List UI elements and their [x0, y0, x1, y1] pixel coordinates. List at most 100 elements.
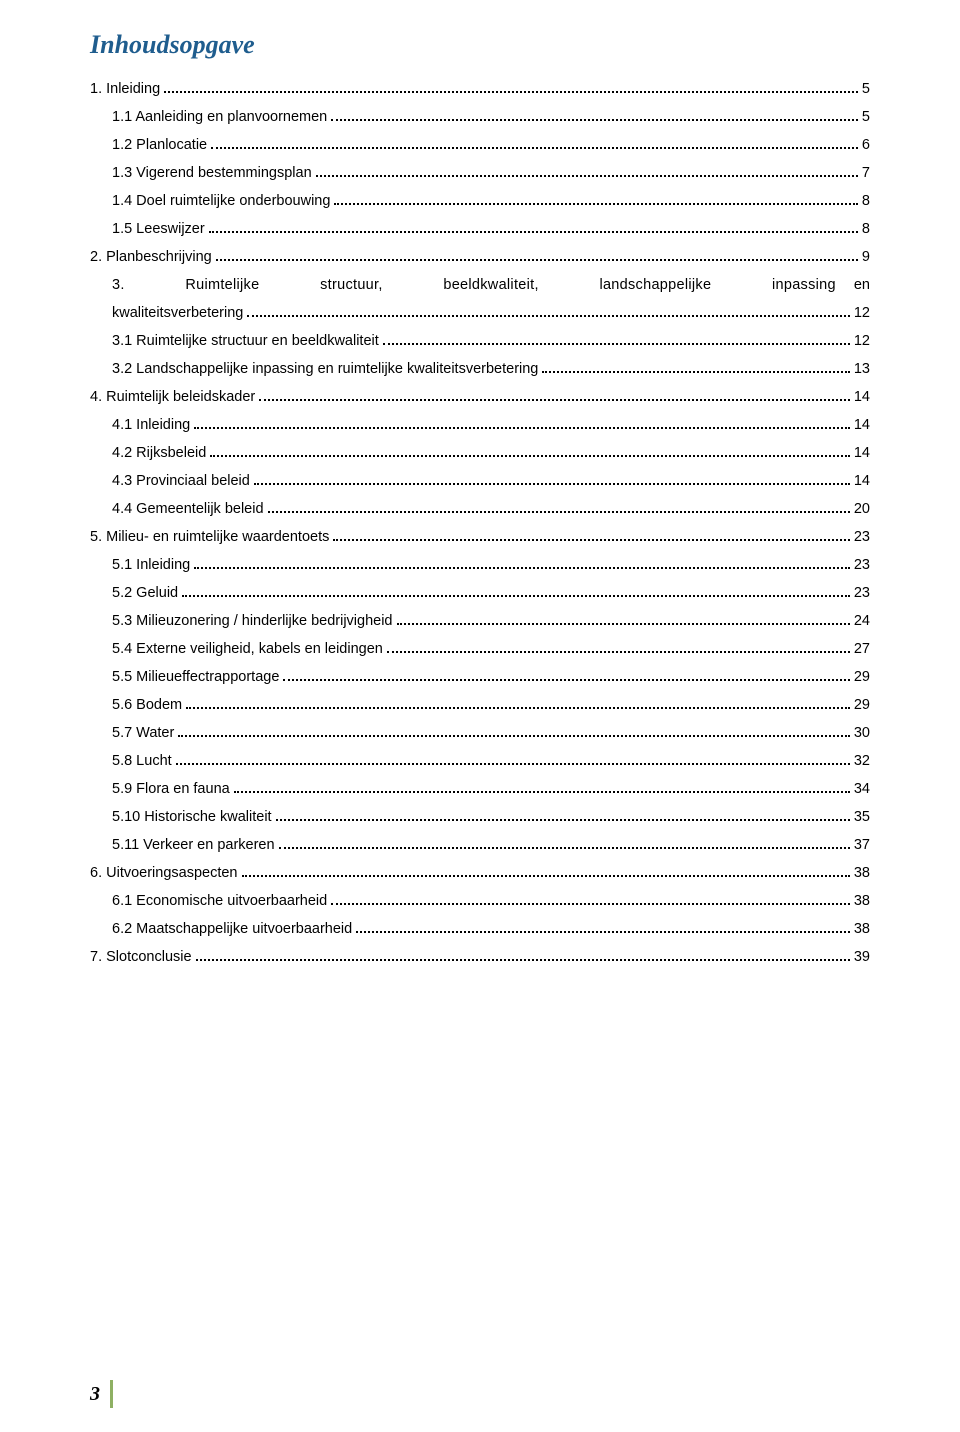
toc-entry-label: 3.1 Ruimtelijke structuur en beeldkwalit… [112, 334, 379, 349]
toc-entry-label: 5. Milieu- en ruimtelijke waardentoets [90, 530, 329, 545]
toc-entry-page: 32 [854, 754, 870, 769]
toc-leader-dots [247, 306, 849, 317]
toc-leader-dots [356, 922, 850, 933]
toc-leader-dots [334, 194, 857, 205]
toc-entry: 5.8 Lucht 32 [112, 754, 870, 769]
toc-entry-page: 24 [854, 614, 870, 629]
toc-leader-dots [254, 474, 850, 485]
toc-entry: 6.1 Economische uitvoerbaarheid 38 [112, 894, 870, 909]
toc-leader-dots [216, 250, 858, 261]
toc-entry-page: 34 [854, 782, 870, 797]
toc-entry-page: 7 [862, 166, 870, 181]
toc-entry-label: 5.10 Historische kwaliteit [112, 810, 272, 825]
toc-entry-page: 8 [862, 194, 870, 209]
toc-entry: 5. Milieu- en ruimtelijke waardentoets 23 [90, 530, 870, 545]
toc-entry-page: 5 [862, 110, 870, 125]
toc-entry-label: 4.3 Provinciaal beleid [112, 474, 250, 489]
toc-entry: 4.4 Gemeentelijk beleid20 [112, 502, 870, 517]
toc-entry: 4. Ruimtelijk beleidskader 14 [90, 390, 870, 405]
toc-entry-page: 12 [854, 306, 870, 321]
toc-entry-label: 1.5 Leeswijzer [112, 222, 205, 237]
page-footer: 3 [90, 1380, 113, 1408]
toc-leader-dots [211, 138, 858, 149]
footer-page-number: 3 [90, 1383, 110, 1406]
toc-entry: 5.9 Flora en fauna 34 [112, 782, 870, 797]
toc-leader-dots [259, 390, 850, 401]
toc-entry-page: 38 [854, 866, 870, 881]
toc-entry: 5.10 Historische kwaliteit 35 [112, 810, 870, 825]
toc-entry-label: 5.3 Milieuzonering / hinderlijke bedrijv… [112, 614, 393, 629]
toc-entry-page: 39 [854, 950, 870, 965]
toc-entry-label: 1. Inleiding [90, 82, 160, 97]
toc-leader-dots [178, 726, 850, 737]
toc-entry-label: 7. Slotconclusie [90, 950, 192, 965]
toc-entry-page: 23 [854, 530, 870, 545]
toc-entry-page: 29 [854, 698, 870, 713]
toc-entry-page: 37 [854, 838, 870, 853]
toc-entry-page: 9 [862, 250, 870, 265]
toc-entry-page: 30 [854, 726, 870, 741]
toc-leader-dots [234, 782, 850, 793]
toc-entry-label-suffix: en [836, 278, 870, 293]
toc-entry-page: 8 [862, 222, 870, 237]
toc-entry-label: 3.2 Landschappelijke inpassing en ruimte… [112, 362, 538, 377]
toc-entry-page: 6 [862, 138, 870, 153]
toc-leader-dots [186, 698, 850, 709]
toc-entry-label: 1.3 Vigerend bestemmingsplan [112, 166, 312, 181]
toc-leader-dots [164, 82, 858, 93]
toc-entry: 1.2 Planlocatie 6 [112, 138, 870, 153]
toc-entry-page: 38 [854, 922, 870, 937]
table-of-contents: 1. Inleiding 5 1.1 Aanleiding en planvoorn… [90, 82, 870, 965]
toc-entry-page: 23 [854, 558, 870, 573]
toc-leader-dots [242, 866, 850, 877]
toc-entry-label: 4. Ruimtelijk beleidskader [90, 390, 255, 405]
toc-entry-label: 1.1 Aanleiding en planvoornemen [112, 110, 327, 125]
toc-entry-label: 5.8 Lucht [112, 754, 172, 769]
toc-entry-page: 13 [854, 362, 870, 377]
toc-entry-page: 14 [854, 390, 870, 405]
toc-entry-label: 1.2 Planlocatie [112, 138, 207, 153]
toc-entry-label: 5.5 Milieueffectrapportage [112, 670, 279, 685]
toc-entry: 3. Ruimtelijke structuur, beeldkwaliteit… [112, 278, 870, 321]
toc-leader-dots [383, 334, 850, 345]
toc-leader-dots [316, 166, 858, 177]
toc-entry: 5.7 Water 30 [112, 726, 870, 741]
toc-entry-label: 6.1 Economische uitvoerbaarheid [112, 894, 327, 909]
toc-leader-dots [397, 614, 850, 625]
toc-entry: 4.2 Rijksbeleid14 [112, 446, 870, 461]
toc-entry-page: 38 [854, 894, 870, 909]
toc-leader-dots [209, 222, 858, 233]
toc-leader-dots [279, 838, 850, 849]
toc-entry-label: 6.2 Maatschappelijke uitvoerbaarheid [112, 922, 352, 937]
toc-leader-dots [268, 502, 850, 513]
document-page: Inhoudsopgave 1. Inleiding 5 1.1 Aanleidin… [0, 0, 960, 1432]
toc-entry: 6. Uitvoeringsaspecten38 [90, 866, 870, 881]
page-title: Inhoudsopgave [90, 30, 870, 60]
toc-leader-dots [182, 586, 850, 597]
toc-entry-page: 5 [862, 82, 870, 97]
toc-entry: 2. Planbeschrijving9 [90, 250, 870, 265]
toc-entry: 5.4 Externe veiligheid, kabels en leidin… [112, 642, 870, 657]
toc-entry: 4.1 Inleiding14 [112, 418, 870, 433]
toc-leader-dots [542, 362, 849, 373]
toc-leader-dots [210, 446, 850, 457]
toc-entry-label: 5.4 Externe veiligheid, kabels en leidin… [112, 642, 383, 657]
toc-leader-dots [194, 418, 850, 429]
toc-entry: 4.3 Provinciaal beleid 14 [112, 474, 870, 489]
toc-leader-dots [331, 110, 858, 121]
toc-entry-page: 14 [854, 474, 870, 489]
toc-entry-page: 35 [854, 810, 870, 825]
toc-entry-label: 5.7 Water [112, 726, 174, 741]
toc-entry-label: 4.4 Gemeentelijk beleid [112, 502, 264, 517]
toc-entry: 5.11 Verkeer en parkeren37 [112, 838, 870, 853]
toc-entry: 5.5 Milieueffectrapportage29 [112, 670, 870, 685]
toc-entry-label: 5.9 Flora en fauna [112, 782, 230, 797]
toc-entry-label: 3. Ruimtelijke structuur, beeldkwaliteit… [112, 278, 836, 293]
toc-entry-label: 5.2 Geluid [112, 586, 178, 601]
toc-leader-dots [196, 950, 850, 961]
toc-leader-dots [333, 530, 850, 541]
toc-entry: 5.6 Bodem29 [112, 698, 870, 713]
toc-entry: 5.2 Geluid23 [112, 586, 870, 601]
toc-leader-dots [283, 670, 849, 681]
toc-entry: 3.2 Landschappelijke inpassing en ruimte… [112, 362, 870, 377]
